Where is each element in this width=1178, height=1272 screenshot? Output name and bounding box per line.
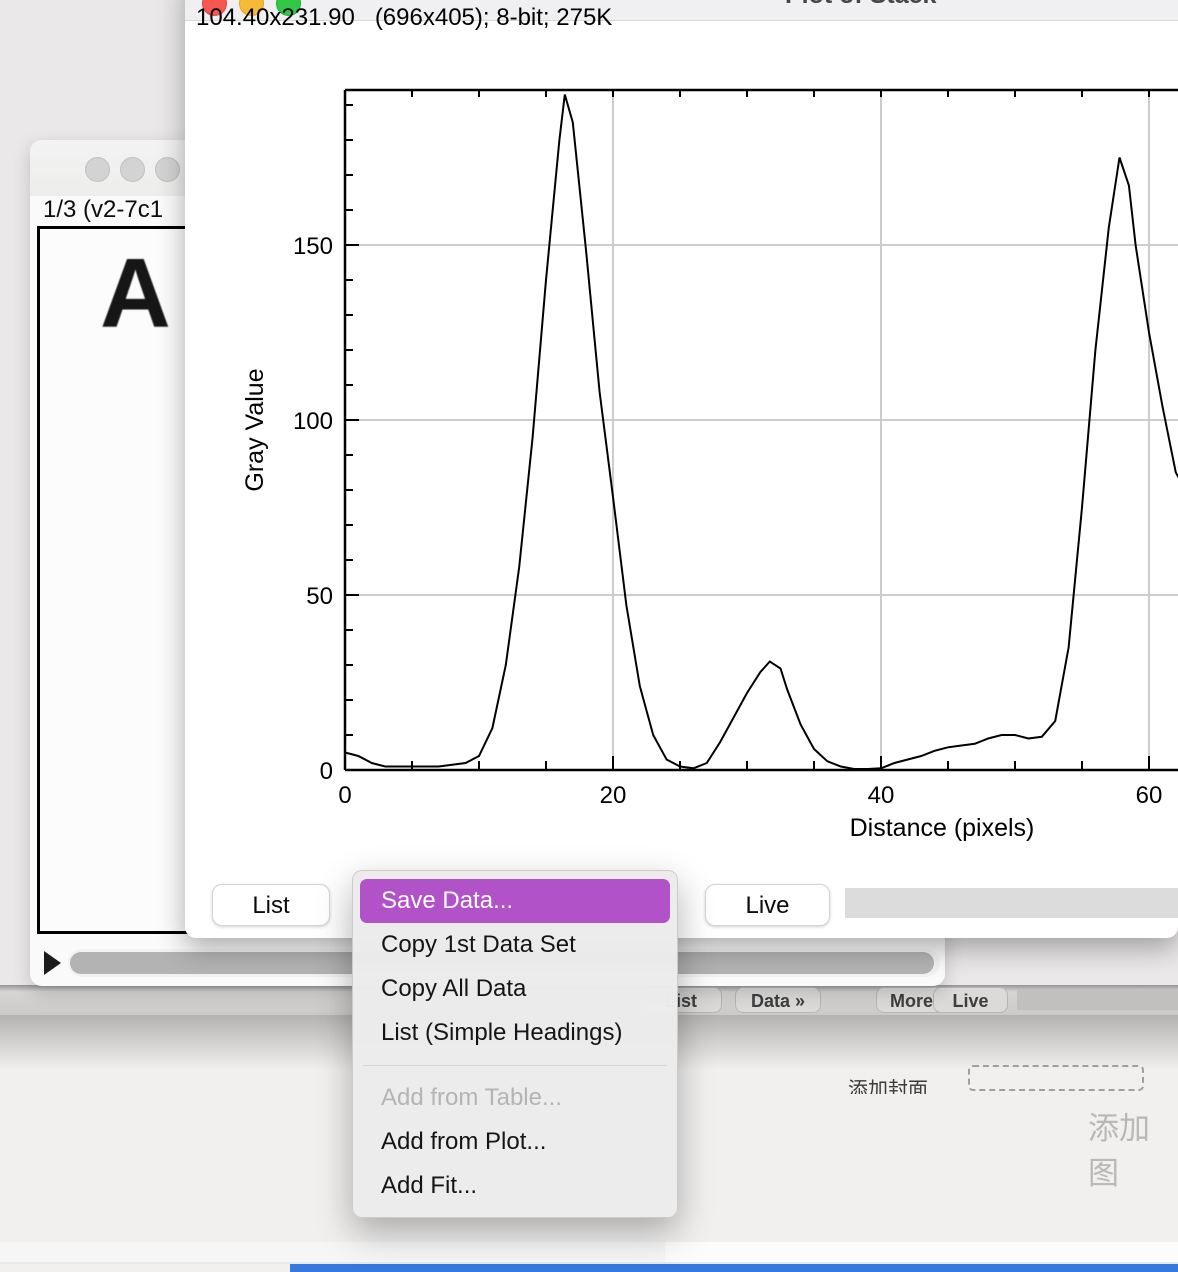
svg-text:0: 0: [338, 782, 351, 809]
menu-item-list-simple-headings[interactable]: List (Simple Headings): [381, 1019, 623, 1046]
live-button[interactable]: Live: [705, 884, 830, 926]
svg-text:20: 20: [600, 782, 627, 809]
svg-text:60: 60: [1136, 782, 1163, 809]
upload-dropzone[interactable]: [968, 1065, 1144, 1091]
svg-text:40: 40: [868, 782, 895, 809]
svg-text:Distance (pixels): Distance (pixels): [850, 814, 1035, 842]
plot-window-titlebar[interactable]: Plot of Stack: [185, 0, 1178, 21]
add-cover-label[interactable]: 添加封面: [848, 1079, 928, 1094]
minimize-button-inactive[interactable]: [120, 157, 145, 182]
svg-text:0: 0: [320, 758, 333, 785]
bottom-band-right: [665, 1242, 1178, 1262]
svg-text:Gray Value: Gray Value: [241, 368, 269, 491]
svg-text:150: 150: [293, 233, 333, 260]
zoom-button-inactive[interactable]: [155, 157, 180, 182]
menu-item-add-from-table: Add from Table...: [381, 1084, 562, 1111]
play-icon[interactable]: [44, 951, 61, 975]
close-button-inactive[interactable]: [85, 157, 110, 182]
dimmed-button-live[interactable]: Live: [933, 987, 1008, 1013]
coordinate-readout-field: [845, 888, 1178, 918]
svg-text:50: 50: [306, 583, 333, 610]
bottom-band-left: [0, 1242, 665, 1262]
profile-curve: [344, 94, 1178, 770]
context-menu: Save Data... Copy 1st Data Set Copy All Da…: [352, 870, 678, 1218]
svg-text:100: 100: [293, 408, 333, 435]
plot-info-line: 104.40x231.90 (696x405); 8-bit; 275K: [196, 4, 613, 31]
image-window-title: 1/3 (v2-7c1: [43, 196, 164, 223]
plot-window-title: Plot of Stack: [785, 0, 936, 10]
profile-plot: 0 50 100 150 0 20 40 60 Distance (pixels) Gray Va…: [241, 88, 1178, 842]
menu-item-save-data[interactable]: Save Data...: [360, 879, 670, 923]
menu-separator: [353, 1055, 677, 1076]
dimmed-button-data-[interactable]: Data »: [735, 987, 821, 1013]
dimmed-scrollbar[interactable]: [1017, 989, 1178, 1010]
context-menu-items: Save Data... Copy 1st Data Set Copy All Da…: [353, 879, 677, 1208]
canvas-letter: A: [100, 238, 171, 348]
menu-item-add-fit[interactable]: Add Fit...: [381, 1172, 478, 1199]
bottom-divider: [0, 1262, 1178, 1264]
menu-item-copy-1st-data-set[interactable]: Copy 1st Data Set: [381, 931, 576, 958]
menu-item-add-from-plot[interactable]: Add from Plot...: [381, 1128, 547, 1155]
menu-item-copy-all-data[interactable]: Copy All Data: [381, 975, 527, 1002]
list-button[interactable]: List: [212, 884, 330, 926]
plot-window: Plot of Stack 104.40x231.90 (696x405); 8…: [185, 0, 1178, 938]
add-image-label[interactable]: 添加图: [1088, 1111, 1150, 1191]
bottom-blue-bar: [290, 1264, 1178, 1272]
